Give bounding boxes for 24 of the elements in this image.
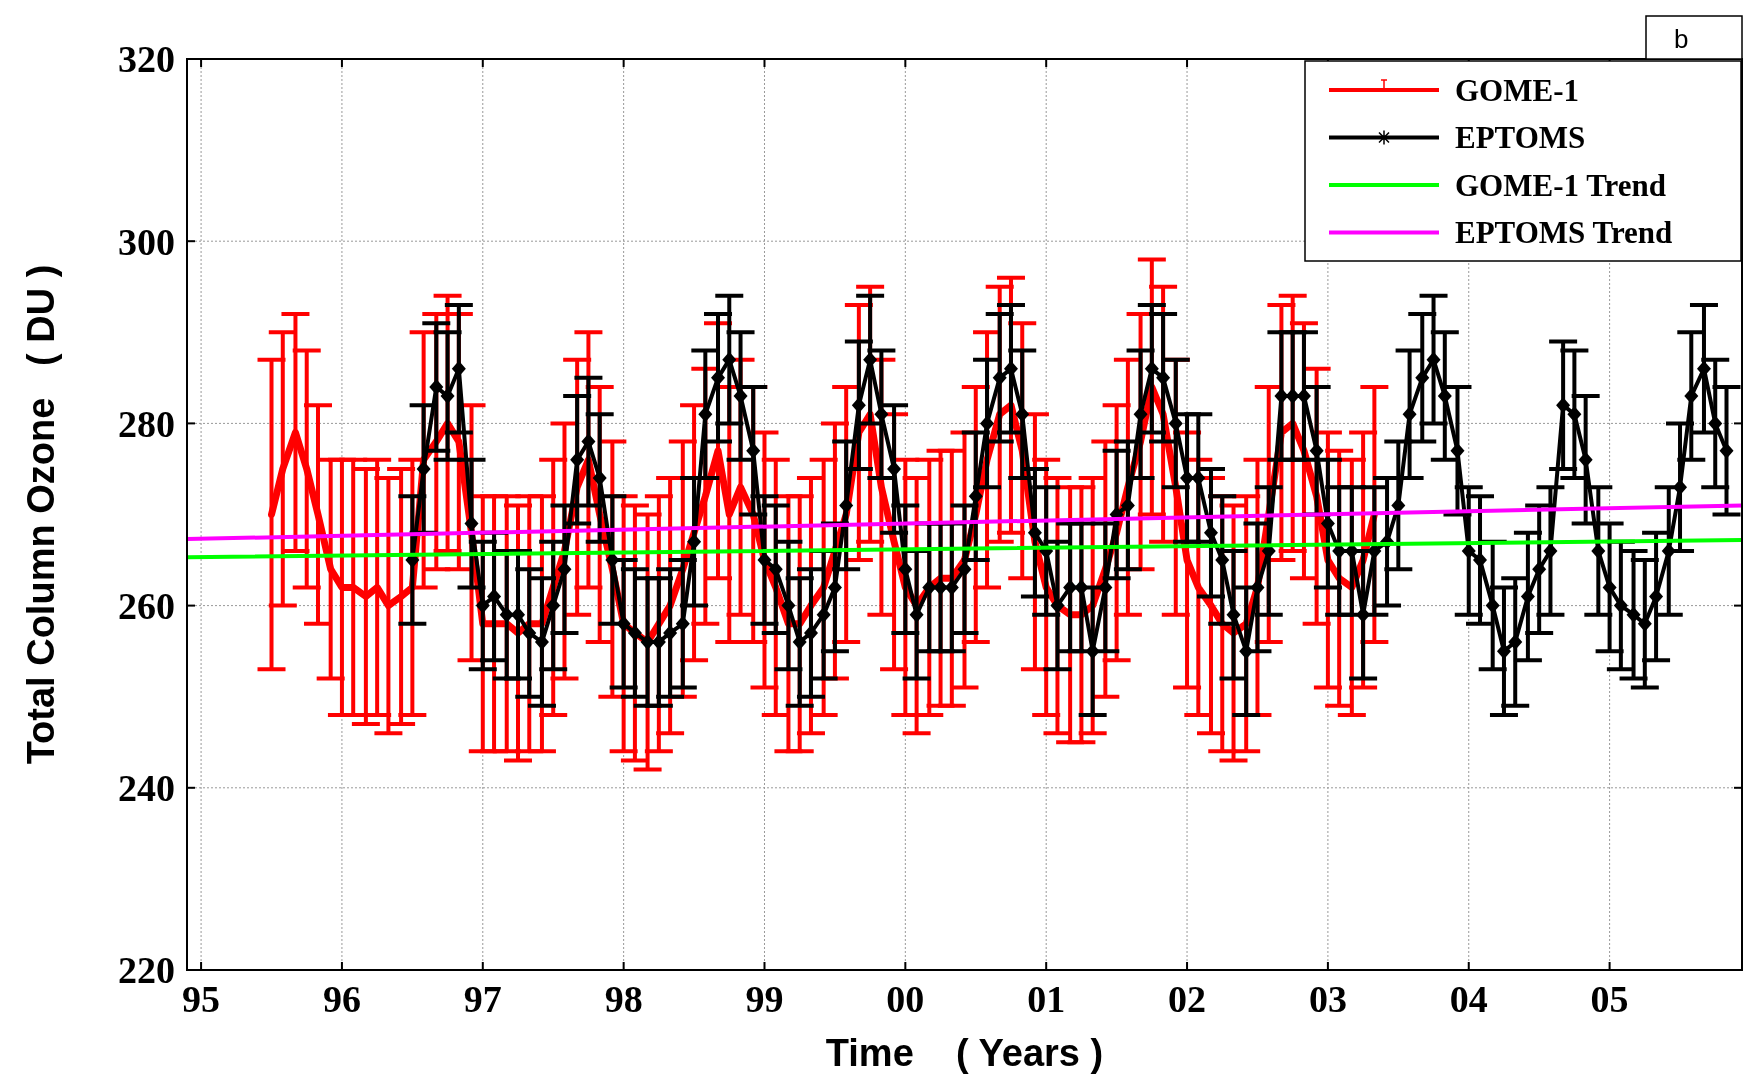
y-tick-label: 300: [118, 220, 175, 263]
x-tick-label: 04: [1449, 978, 1488, 1020]
y-tick-label: 240: [118, 767, 175, 810]
text: b: [1674, 24, 1689, 54]
x-axis-title: Time ( Years ): [825, 1032, 1104, 1074]
x-tick-label: 00: [886, 978, 925, 1020]
x-tick-label: 02: [1168, 978, 1207, 1020]
legend-label: EPTOMS: [1455, 120, 1586, 156]
x-tick-label: 96: [322, 978, 361, 1020]
x-tick-label: 97: [463, 978, 502, 1020]
x-tick-label: 99: [745, 978, 784, 1020]
legend-label: EPTOMS Trend: [1455, 215, 1673, 251]
y-tick-label: 320: [118, 38, 175, 81]
x-tick-label: 03: [1308, 978, 1347, 1020]
x-tick-label: 05: [1590, 978, 1629, 1020]
y-tick-label: 280: [118, 402, 175, 445]
y-axis-title: Total Column Ozone ( DU ): [20, 264, 62, 765]
x-tick-label: 98: [604, 978, 643, 1020]
x-tick-label: 01: [1027, 978, 1066, 1020]
y-tick-label: 220: [118, 949, 175, 992]
x-tick-label: 95: [182, 978, 221, 1020]
legend-label: GOME-1 Trend: [1455, 167, 1666, 203]
y-tick-label: 260: [118, 584, 175, 627]
legend-label: GOME-1: [1455, 72, 1579, 108]
